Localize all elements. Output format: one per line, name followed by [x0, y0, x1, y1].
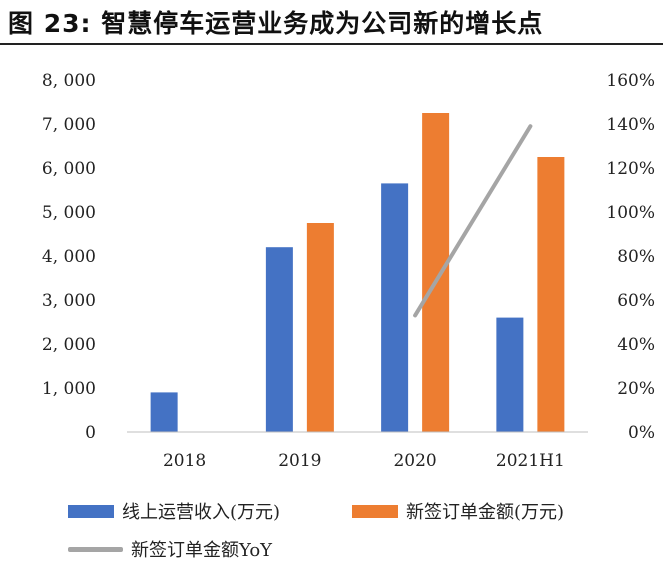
y-left-tick-label: 0 [85, 423, 96, 443]
legend-item-signed-orders: 新签订单金额(万元) [352, 498, 564, 524]
y-left-tick-label: 5, 000 [42, 203, 96, 223]
y-left-tick-label: 2, 000 [42, 335, 96, 355]
y-right-tick-label: 80% [617, 247, 655, 267]
legend-label-signed-orders: 新签订单金额(万元) [406, 502, 565, 523]
y-left-tick-label: 3, 000 [42, 291, 96, 311]
bar-line-chart: 0 1, 000 2, 000 3, 000 4, 000 5, 000 6, 000 7, … [42, 71, 655, 471]
legend: 线上运营收入(万元) 新签订单金额(万元) 新签订单金额YoY [0, 490, 663, 575]
bar-online-revenue-2019 [265, 247, 293, 432]
title-divider [0, 43, 663, 45]
bar-signed-orders-2019 [306, 223, 334, 432]
x-tick-label: 2018 [163, 451, 206, 471]
bar-online-revenue-2021H1 [496, 317, 524, 432]
bars [150, 113, 565, 432]
x-tick-label: 2021H1 [496, 451, 565, 471]
y-right-tick-label: 0% [628, 423, 655, 443]
x-axis-ticks: 2018 2019 2020 2021H1 [163, 451, 565, 471]
bar-online-revenue-2020 [381, 183, 409, 432]
y-right-tick-label: 20% [617, 379, 655, 399]
legend-label-online-revenue: 线上运营收入(万元) [122, 502, 281, 523]
y-left-tick-label: 6, 000 [42, 159, 96, 179]
y-left-tick-label: 7, 000 [42, 115, 96, 135]
bar-signed-orders-2020 [422, 113, 450, 432]
legend-item-yoy: 新签订单金额YoY [68, 536, 272, 562]
legend-item-online-revenue: 线上运营收入(万元) [68, 498, 280, 524]
legend-swatch-online-revenue [68, 504, 114, 518]
y-right-tick-label: 100% [606, 203, 655, 223]
y-right-tick-label: 40% [617, 335, 655, 355]
y-right-tick-label: 60% [617, 291, 655, 311]
bar-online-revenue-2018 [150, 392, 178, 432]
y-right-tick-label: 160% [606, 71, 655, 91]
y-right-tick-label: 140% [606, 115, 655, 135]
legend-swatch-signed-orders [352, 504, 398, 518]
y-right-tick-label: 120% [606, 159, 655, 179]
legend-label-yoy: 新签订单金额YoY [131, 540, 273, 561]
yoy-line [413, 124, 533, 318]
x-tick-label: 2019 [278, 451, 321, 471]
yoy-line-layer [413, 124, 533, 318]
legend-swatch-yoy [68, 546, 123, 552]
x-tick-label: 2020 [393, 451, 436, 471]
left-axis-ticks: 0 1, 000 2, 000 3, 000 4, 000 5, 000 6, 000 7, … [42, 71, 96, 443]
y-left-tick-label: 8, 000 [42, 71, 96, 91]
bar-signed-orders-2021H1 [537, 157, 565, 432]
y-left-tick-label: 1, 000 [42, 379, 96, 399]
right-axis-ticks: 0% 20% 40% 60% 80% 100% 120% 140% 160% [606, 71, 655, 443]
y-left-tick-label: 4, 000 [42, 247, 96, 267]
figure-title: 图 23: 智慧停车运营业务成为公司新的增长点 [8, 9, 544, 38]
